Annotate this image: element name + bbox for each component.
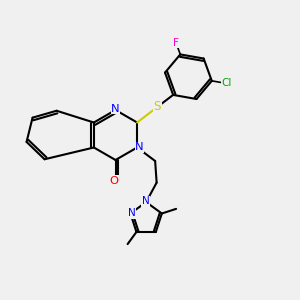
Text: S: S (154, 100, 161, 113)
Text: F: F (173, 38, 179, 48)
Text: O: O (110, 176, 118, 186)
Text: N: N (135, 142, 144, 152)
Text: N: N (111, 103, 120, 113)
Text: N: N (128, 208, 136, 218)
Text: Cl: Cl (221, 78, 232, 88)
Text: N: N (142, 196, 149, 206)
